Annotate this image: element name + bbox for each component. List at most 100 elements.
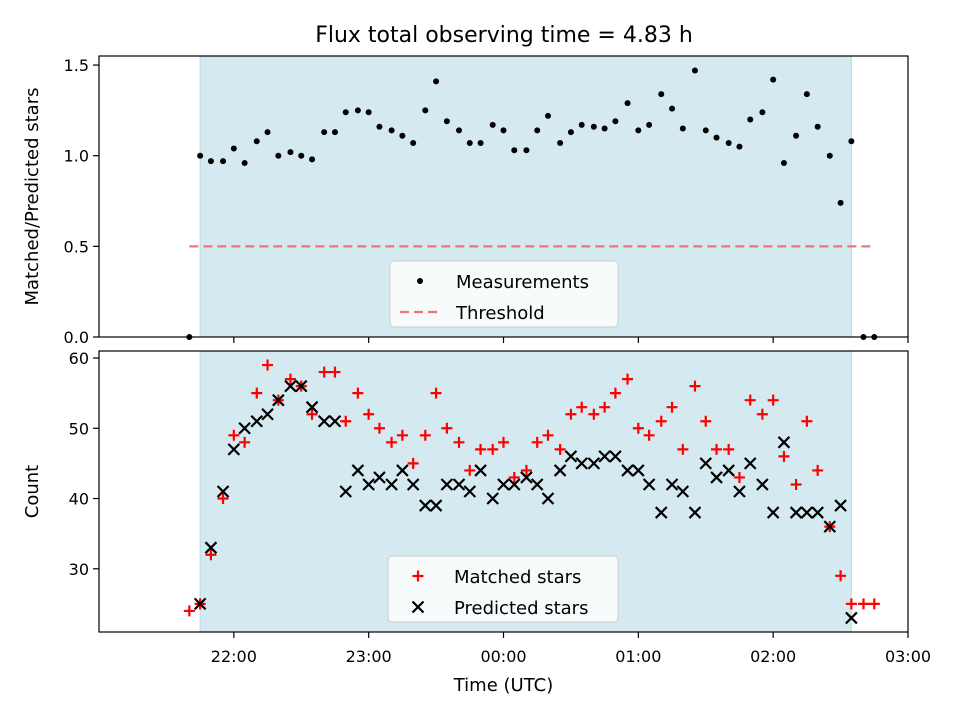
top-axes-frame	[98, 55, 909, 338]
predicted-star-marker	[317, 414, 331, 428]
matched-star-marker	[419, 429, 431, 441]
matched-star-marker	[790, 478, 802, 490]
bottom-x-axis: 22:00 23:00 00:00 01:00 02:00 03:00	[211, 632, 931, 666]
matched-star-marker	[700, 415, 712, 427]
measurement-point	[578, 121, 585, 128]
predicted-star-marker	[429, 499, 443, 512]
predicted-stars-legend-swatch	[411, 600, 425, 614]
measurement-point	[466, 140, 473, 147]
matched-star-marker	[183, 605, 195, 617]
predicted-stars-legend-label: Predicted stars	[454, 598, 588, 619]
predicted-star-marker	[193, 597, 207, 611]
x-tick-label: 22:00	[211, 647, 257, 666]
measurement-point	[770, 76, 777, 83]
predicted-star-marker	[305, 400, 319, 414]
bottom-series	[183, 359, 880, 625]
matched-star-marker	[778, 450, 790, 462]
measurement-point	[691, 67, 698, 74]
predicted-star-marker	[564, 450, 578, 463]
measurement-point	[207, 158, 214, 165]
measurement-point	[679, 125, 686, 132]
predicted-star-marker	[351, 464, 365, 477]
matched-star-marker	[868, 598, 880, 610]
predicted-star-marker	[789, 506, 803, 519]
predicted-star-marker	[811, 506, 824, 519]
predicted-star-marker	[440, 478, 454, 491]
predicted-star-marker	[609, 450, 622, 463]
predicted-star-marker	[238, 421, 251, 435]
measurement-point	[793, 132, 800, 139]
predicted-star-marker	[406, 478, 420, 491]
measurement-point	[433, 78, 440, 85]
matched-star-marker	[689, 380, 701, 392]
matched-star-marker	[464, 464, 476, 476]
top-y-axis: 0.0 0.5 1.0 1.5	[64, 56, 99, 347]
measurement-point	[725, 140, 732, 147]
measurement-point	[646, 121, 653, 128]
matched-star-marker	[542, 429, 554, 441]
matched-star-marker	[498, 436, 509, 448]
measurement-point	[780, 159, 787, 166]
measurement-point	[253, 138, 260, 145]
chart-title: Flux total observing time = 4.83 h	[315, 23, 693, 48]
matched-star-marker	[643, 429, 655, 441]
predicted-star-marker	[250, 414, 264, 428]
matched-star-marker	[622, 373, 634, 385]
predicted-star-marker	[362, 478, 375, 491]
predicted-star-marker	[452, 478, 466, 491]
predicted-star-marker	[261, 407, 274, 421]
measurement-point	[376, 123, 383, 130]
matched-star-marker	[284, 373, 296, 385]
measurement-point	[534, 127, 541, 134]
measurement-point	[264, 129, 271, 136]
matched-star-marker	[801, 415, 813, 427]
predicted-star-marker	[743, 457, 757, 470]
bot-y-tick-label: 50	[69, 419, 89, 438]
predicted-star-marker	[598, 450, 611, 463]
predicted-star-marker	[530, 478, 544, 491]
measurement-point	[759, 109, 766, 116]
measurement-point	[826, 152, 833, 159]
matched-star-marker	[441, 422, 453, 434]
measurement-point	[365, 109, 372, 116]
matched-star-marker	[228, 429, 240, 441]
top-y-tick-label: 0.0	[64, 328, 89, 347]
predicted-star-marker	[766, 506, 780, 519]
matched-star-marker	[318, 366, 330, 378]
predicted-star-marker	[654, 506, 668, 519]
matched-star-marker	[239, 436, 251, 448]
top-x-ticks	[233, 337, 909, 343]
matched-star-marker	[655, 415, 667, 427]
predicted-star-marker	[834, 499, 847, 512]
measurement-point	[736, 143, 743, 150]
predicted-star-marker	[474, 464, 487, 477]
matched-star-marker	[531, 436, 543, 448]
matched-star-marker	[329, 366, 341, 378]
measurement-point	[241, 159, 248, 166]
measurement-point	[747, 116, 754, 123]
predicted-star-marker	[688, 506, 702, 519]
measurement-point	[321, 129, 328, 136]
matched-stars-legend-swatch	[412, 570, 424, 582]
bottom-legend: Matched stars Predicted stars	[387, 555, 619, 623]
measurement-point	[342, 109, 349, 116]
matched-star-marker	[632, 422, 644, 434]
measurement-point	[410, 140, 417, 147]
predicted-star-marker	[722, 464, 735, 477]
measurement-point	[220, 158, 227, 165]
measurement-point	[669, 105, 676, 112]
predicted-star-marker	[520, 471, 533, 484]
bot-legend-box	[387, 555, 619, 623]
matched-star-marker	[453, 436, 465, 448]
top-y-tick-label: 0.5	[64, 237, 89, 256]
measurement-point	[298, 152, 305, 159]
measurement-point	[275, 152, 282, 159]
bot-y-tick-label: 30	[69, 560, 89, 579]
predicted-star-marker	[587, 457, 601, 470]
measurement-point	[388, 127, 395, 134]
measurement-point	[544, 112, 551, 119]
predicted-star-marker	[665, 478, 679, 491]
measurement-point	[511, 147, 518, 154]
bottom-y-axis-label: Count	[22, 465, 43, 518]
